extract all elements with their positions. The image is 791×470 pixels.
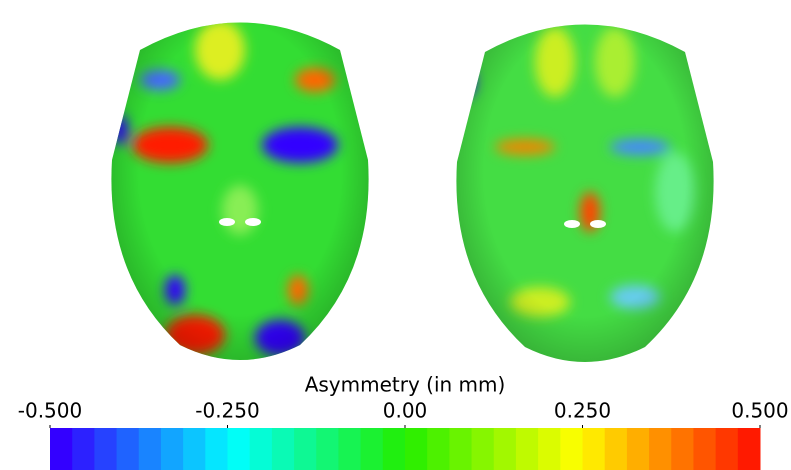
colorbar-band (94, 428, 117, 470)
colorbar-band (161, 428, 184, 470)
x-tick-label: 0.250 (554, 399, 611, 423)
colorbar-band (427, 428, 450, 470)
colorbar-band (72, 428, 95, 470)
colorbar-band (272, 428, 295, 470)
colorbar-band (361, 428, 384, 470)
colorbar-band (627, 428, 650, 470)
colorbar-band (516, 428, 539, 470)
colorbar-band (228, 428, 251, 470)
colorbar-band (649, 428, 672, 470)
colorbar-band (560, 428, 583, 470)
colorbar-title: Asymmetry (in mm) (305, 373, 506, 397)
colorbar-band (183, 428, 206, 470)
colorbar-band (294, 428, 317, 470)
colorbar-band (583, 428, 606, 470)
colorbar-band (205, 428, 228, 470)
colorbar-band (405, 428, 428, 470)
colorbar-band (738, 428, 761, 470)
colorbar-band (671, 428, 694, 470)
colorbar-band (716, 428, 739, 470)
x-tick-label: -0.250 (195, 399, 259, 423)
x-tick-label: 0.00 (383, 399, 428, 423)
face-right (445, 0, 725, 392)
colorbar-band (538, 428, 561, 470)
colorbar-band (472, 428, 495, 470)
colorbar-band (316, 428, 339, 470)
colorbar-band (338, 428, 361, 470)
colorbar-band (139, 428, 162, 470)
colorbar-band (383, 428, 406, 470)
colorbar-band (449, 428, 472, 470)
colorbar-band (50, 428, 73, 470)
page: Asymmetry (in mm) -0.500 -0.250 0.00 0.250 0… (0, 0, 791, 470)
colorbar-band (117, 428, 140, 470)
face-left (100, 0, 380, 390)
colorbar-band (605, 428, 628, 470)
x-tick-label: -0.500 (18, 399, 82, 423)
x-tick-label: 0.500 (731, 399, 788, 423)
colorbar-band (693, 428, 716, 470)
figure: Asymmetry (in mm) -0.500 -0.250 0.00 0.250 0… (0, 0, 791, 470)
colorbar-band (494, 428, 517, 470)
colorbar-band (250, 428, 273, 470)
